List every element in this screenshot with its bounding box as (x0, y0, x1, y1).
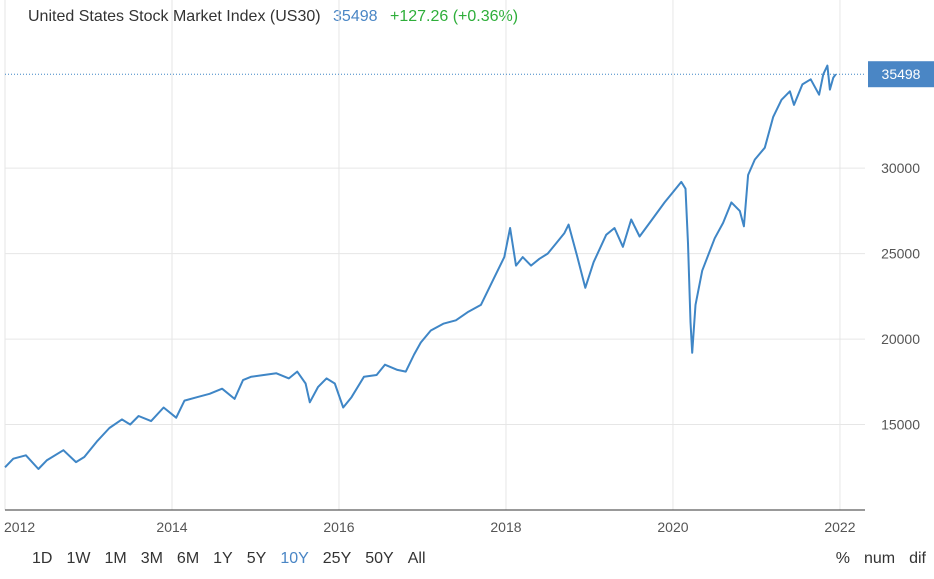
mode-selector: % num dif (822, 550, 926, 568)
range-button-3m[interactable]: 3M (140, 550, 163, 567)
series-line (4, 64, 837, 470)
mode-button-percent[interactable]: % (835, 550, 850, 567)
x-tick-label: 2020 (657, 519, 688, 535)
range-button-all[interactable]: All (407, 550, 426, 567)
range-button-10y[interactable]: 10Y (280, 550, 309, 567)
range-button-1d[interactable]: 1D (32, 550, 53, 567)
current-price: 35498 (333, 8, 378, 25)
range-button-5y[interactable]: 5Y (246, 550, 267, 567)
last-value-badge (868, 61, 934, 88)
last-value-label: 35498 (882, 66, 921, 82)
range-button-1y[interactable]: 1Y (213, 550, 233, 567)
x-tick-label: 2016 (323, 519, 354, 535)
range-button-6m[interactable]: 6M (176, 550, 200, 567)
y-tick-label: 20000 (881, 331, 920, 347)
x-tick-label: 2012 (4, 519, 35, 535)
y-tick-label: 25000 (881, 246, 920, 262)
y-tick-label: 15000 (881, 417, 920, 433)
range-button-1w[interactable]: 1W (66, 550, 91, 567)
range-button-50y[interactable]: 50Y (365, 550, 394, 567)
price-change: +127.26 (+0.36%) (389, 8, 519, 25)
range-button-1m[interactable]: 1M (104, 550, 127, 567)
x-tick-label: 2022 (824, 519, 855, 535)
range-button-25y[interactable]: 25Y (322, 550, 352, 567)
y-tick-label: 30000 (881, 160, 920, 176)
x-tick-label: 2018 (490, 519, 521, 535)
mode-button-dif[interactable]: dif (909, 550, 926, 567)
x-tick-label: 2014 (156, 519, 187, 535)
chart-header: United States Stock Market Index (US30) … (28, 8, 526, 32)
line-chart: 15000 20000 25000 30000 2012 2014 2016 2018 2020… (4, 0, 934, 535)
range-selector: 1D 1W 1M 3M 6M 1Y 5Y 10Y 25Y 50Y All (32, 550, 440, 568)
mode-button-num[interactable]: num (863, 550, 896, 567)
chart-title: United States Stock Market Index (US30) (28, 8, 321, 25)
